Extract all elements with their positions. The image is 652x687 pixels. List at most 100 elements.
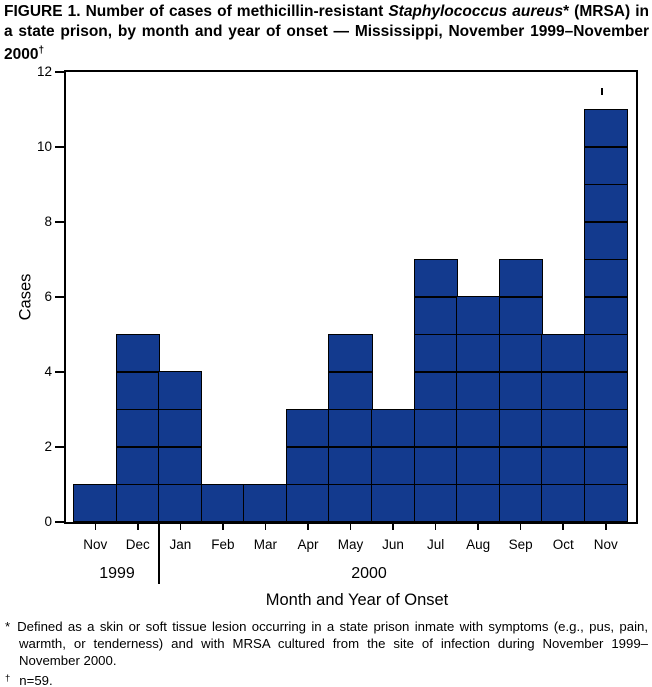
- bar-unit-divider: [414, 408, 457, 410]
- bar-unit-divider: [116, 446, 159, 448]
- bar-mar-4: [243, 483, 288, 522]
- year-label-2000: 2000: [351, 565, 387, 582]
- dagger-footnote-marker: †: [5, 672, 11, 684]
- x-axis-tick: [605, 524, 607, 530]
- year-label-1999: 1999: [99, 565, 135, 582]
- bar-unit-divider: [584, 483, 627, 485]
- bar-unit-divider: [372, 483, 415, 485]
- bar-unit-divider: [542, 483, 585, 485]
- x-axis-tick: [307, 524, 309, 530]
- month-label-jul-8: Jul: [426, 537, 445, 552]
- stray-ink-mark: [601, 88, 603, 95]
- y-axis-tick: [55, 521, 65, 523]
- bar-unit-divider: [414, 446, 457, 448]
- bar-unit-divider: [584, 446, 627, 448]
- footnote-definition: * Defined as a skin or soft tissue lesion…: [5, 618, 648, 670]
- bar-unit-divider: [116, 408, 159, 410]
- bar-unit-divider: [584, 296, 627, 298]
- bar-unit-divider: [584, 258, 627, 260]
- y-tick-label-12: 12: [36, 64, 52, 79]
- bar-unit-divider: [116, 371, 159, 373]
- plot-area: 0 2 4 6 8 10 12 Nov Dec Jan Feb Mar Apr May Jun Jul Aug…: [37, 64, 638, 584]
- bar-unit-divider: [414, 333, 457, 335]
- x-axis-tick: [94, 524, 97, 530]
- bar-unit-divider: [542, 408, 585, 410]
- asterisk-footnote-marker: *: [5, 619, 11, 634]
- title-segment: * (MRSA) in a state prison, by month and…: [4, 3, 649, 63]
- y-axis-tick: [55, 146, 65, 148]
- title-segment: †: [38, 45, 45, 56]
- bar-may-6: [328, 333, 373, 522]
- footnotes: * Defined as a skin or soft tissue lesion…: [5, 618, 648, 687]
- month-label-nov-12: Nov: [593, 537, 618, 552]
- y-tick-label-10: 10: [36, 139, 52, 154]
- bar-unit-divider: [329, 408, 372, 410]
- bar-dec-1: [115, 333, 160, 522]
- bar-apr-5: [285, 408, 330, 522]
- y-axis-tick: [55, 296, 65, 298]
- month-label-apr-5: Apr: [297, 537, 319, 552]
- bar-unit-divider: [499, 483, 542, 485]
- bar-jan-2: [158, 371, 203, 522]
- y-tick-label-8: 8: [44, 214, 52, 229]
- month-label-may-6: May: [337, 537, 364, 552]
- bar-unit-divider: [329, 371, 372, 373]
- figure-title: FIGURE 1. Number of cases of methicillin…: [4, 2, 649, 65]
- y-axis-tick: [55, 71, 65, 73]
- x-axis-tick: [477, 524, 479, 530]
- y-axis-tick: [55, 221, 65, 223]
- bar-sep-10: [498, 258, 543, 522]
- bar-unit-divider: [414, 483, 457, 485]
- bar-unit-divider: [499, 446, 542, 448]
- bar-unit-divider: [584, 408, 627, 410]
- footnote-n: † n=59.: [5, 670, 648, 687]
- bar-unit-divider: [542, 446, 585, 448]
- bar-unit-divider: [414, 296, 457, 298]
- x-axis-tick: [222, 524, 224, 530]
- bar-feb-3: [200, 483, 245, 522]
- bar-nov-12: [583, 108, 628, 522]
- bar-unit-divider: [159, 483, 202, 485]
- bar-oct-11: [541, 333, 586, 522]
- bar-unit-divider: [286, 446, 329, 448]
- bar-unit-divider: [457, 333, 500, 335]
- month-label-jun-7: Jun: [382, 537, 404, 552]
- bar-unit-divider: [584, 146, 627, 148]
- bar-unit-divider: [372, 446, 415, 448]
- x-axis-tick: [349, 524, 352, 530]
- month-label-nov-0: Nov: [83, 537, 108, 552]
- footnote-definition-text: Defined as a skin or soft tissue lesion …: [17, 619, 648, 669]
- bar-unit-divider: [457, 371, 500, 373]
- bar-unit-divider: [329, 483, 372, 485]
- x-axis-tick: [519, 524, 522, 530]
- bar-unit-divider: [499, 371, 542, 373]
- bar-jun-7: [371, 408, 416, 522]
- x-axis-tick: [434, 524, 437, 530]
- title-segment: Staphylococcus aureus: [388, 3, 564, 20]
- month-label-dec-1: Dec: [125, 537, 150, 552]
- month-label-mar-4: Mar: [253, 537, 278, 552]
- bar-unit-divider: [457, 483, 500, 485]
- bar-unit-divider: [584, 221, 627, 223]
- bar-jul-8: [413, 258, 458, 522]
- footnote-n-text: n=59.: [19, 672, 53, 687]
- month-label-jan-2: Jan: [169, 537, 192, 552]
- month-label-sep-10: Sep: [508, 537, 533, 552]
- month-label-feb-3: Feb: [211, 537, 235, 552]
- x-axis-tick: [392, 524, 394, 530]
- y-axis-tick: [55, 371, 65, 373]
- bar-unit-divider: [116, 483, 159, 485]
- bar-unit-divider: [584, 371, 627, 373]
- month-label-oct-11: Oct: [552, 537, 574, 552]
- x-axis-tick: [179, 524, 182, 530]
- bar-unit-divider: [499, 296, 542, 298]
- bar-aug-9: [456, 296, 501, 522]
- bar-unit-divider: [457, 408, 500, 410]
- title-segment: FIGURE 1. Number of cases of methicillin…: [4, 3, 389, 20]
- x-axis-tick: [264, 524, 267, 530]
- bar-unit-divider: [542, 371, 585, 373]
- bar-unit-divider: [286, 483, 329, 485]
- x-axis-title: Month and Year of Onset: [265, 591, 449, 609]
- bar-nov-0: [73, 483, 118, 522]
